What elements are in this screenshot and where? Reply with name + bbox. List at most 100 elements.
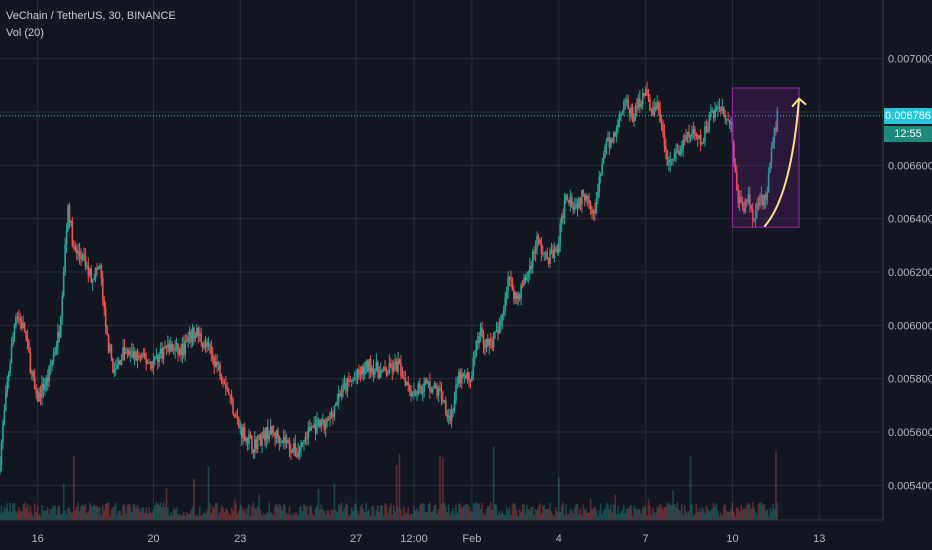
- candle-body: [35, 389, 37, 394]
- volume-bar: [709, 510, 712, 520]
- candle-body: [491, 342, 493, 348]
- candle-body: [494, 332, 496, 334]
- volume-bar: [776, 502, 779, 520]
- candle-body: [489, 339, 492, 343]
- candle-body: [772, 142, 774, 148]
- volume-bar: [618, 513, 621, 520]
- volume-bar: [342, 511, 344, 520]
- volume-bar: [582, 504, 585, 520]
- volume-bar: [657, 507, 660, 520]
- candle-body: [353, 378, 356, 380]
- candle-body: [64, 244, 66, 273]
- candle-body: [708, 116, 711, 130]
- candle-body: [233, 413, 236, 417]
- candle-body: [669, 159, 672, 165]
- volume-bar: [468, 506, 470, 520]
- candle-body: [466, 372, 469, 378]
- volume-bar: [226, 509, 229, 520]
- volume-bar: [87, 511, 90, 520]
- volume-bar: [311, 513, 314, 520]
- volume-bar: [446, 511, 449, 520]
- candle-body: [614, 132, 617, 137]
- volume-bar: [71, 512, 74, 520]
- volume-bar: [760, 502, 763, 520]
- volume-bar: [171, 514, 174, 520]
- candle-body: [96, 268, 98, 270]
- candle-body: [767, 172, 770, 193]
- candle-body: [411, 393, 414, 397]
- volume-bar: [432, 511, 434, 520]
- candle-body: [641, 93, 644, 105]
- candle-body: [369, 359, 372, 373]
- candle-body: [420, 386, 423, 393]
- candle-body: [570, 197, 573, 208]
- volume-bar: [371, 506, 373, 520]
- candle-body: [502, 309, 505, 315]
- candle-body: [239, 426, 242, 428]
- volume-bar: [701, 506, 703, 520]
- candle-body: [275, 430, 278, 439]
- candle-body: [139, 356, 142, 359]
- candle-body: [652, 110, 654, 115]
- candle-body: [345, 383, 347, 392]
- chart-overlays: [0, 87, 883, 228]
- candle-body: [427, 381, 430, 384]
- candle-body: [314, 423, 317, 434]
- candle-body: [311, 426, 314, 428]
- candle-body: [544, 252, 547, 254]
- candle-body: [110, 345, 113, 359]
- candle-body: [300, 442, 302, 450]
- volume-bar: [770, 511, 773, 520]
- time-axis[interactable]: 16 20 23 27 12:00 Feb 4 7 10 13: [0, 519, 883, 545]
- volume-bar: [505, 506, 508, 520]
- volume-bar: [148, 507, 150, 520]
- volume-bar: [264, 514, 266, 520]
- candle-body: [456, 383, 459, 386]
- symbol-title[interactable]: VeChain / TetherUS, 30, BINANCE: [6, 10, 176, 22]
- volume-bar: [598, 510, 601, 520]
- volume-bar: [236, 513, 239, 520]
- candle-body: [375, 362, 378, 371]
- candle-body: [588, 199, 590, 204]
- candle-body: [537, 236, 540, 240]
- volume-bar: [678, 509, 680, 520]
- candle-body: [550, 250, 553, 252]
- price-tick-label: 0.006600: [888, 160, 932, 172]
- volume-indicator-label[interactable]: Vol (20): [6, 27, 44, 39]
- volume-bar: [177, 514, 179, 520]
- volume-bar: [243, 508, 246, 520]
- candle-body: [610, 139, 612, 148]
- candle-body: [598, 176, 601, 192]
- volume-bar: [362, 508, 365, 520]
- volume-bar: [631, 515, 634, 520]
- volume-bar: [0, 513, 1, 520]
- volume-bar: [718, 515, 721, 520]
- volume-bar: [395, 465, 398, 520]
- volume-bar: [656, 506, 658, 520]
- candle-body: [359, 373, 362, 375]
- candle-body: [120, 359, 123, 365]
- volume-bar: [753, 507, 755, 520]
- volume-bar: [235, 503, 237, 520]
- volume-bar: [537, 505, 540, 520]
- volume-bar: [265, 512, 268, 520]
- volume-bar: [612, 504, 615, 520]
- candle-body: [9, 362, 11, 374]
- volume-bar: [80, 505, 82, 520]
- volume-bar: [217, 514, 220, 520]
- candle-body: [576, 203, 579, 209]
- volume-bar: [61, 513, 64, 520]
- candle-body: [508, 276, 511, 279]
- volume-bar: [585, 508, 588, 520]
- candle-body: [256, 439, 259, 450]
- volume-bar: [615, 513, 618, 520]
- candle-body: [290, 449, 292, 453]
- candle-body: [465, 375, 467, 378]
- candle-body: [527, 272, 530, 277]
- volume-bar: [675, 507, 677, 520]
- candle-body: [432, 388, 434, 393]
- candle-body: [421, 391, 424, 393]
- volume-bar: [665, 507, 667, 520]
- volume-bar: [152, 509, 155, 520]
